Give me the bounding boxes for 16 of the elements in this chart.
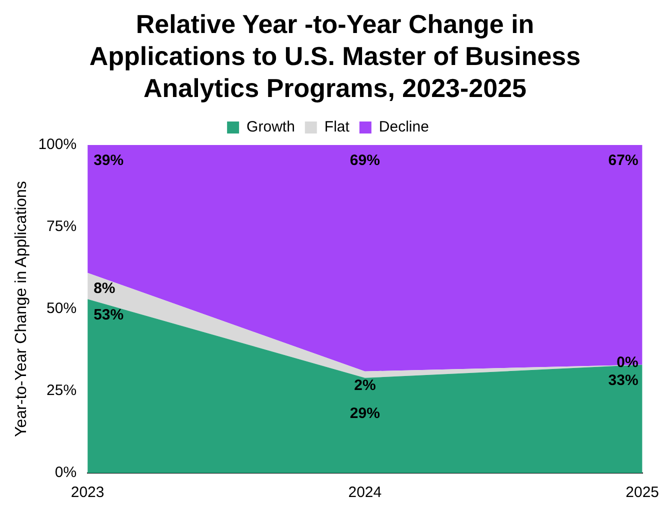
data-label: 2% (354, 377, 376, 394)
y-tick-label: 0% (54, 464, 77, 482)
legend-label: Flat (324, 118, 350, 136)
data-label: 29% (350, 405, 380, 422)
y-tick-label: 50% (46, 300, 77, 318)
y-tick-label: 75% (46, 218, 77, 236)
y-axis-title: Year-to-Year Change in Applications (13, 181, 30, 437)
chart-title: Relative Year -to-Year Change in Applications to U.S. Master of Business Analytics Programs, 2023-2025 (88, 8, 582, 104)
x-tick-label: 2024 (348, 484, 382, 502)
x-tick-label: 2025 (626, 484, 660, 502)
y-tick-label: 25% (46, 382, 77, 400)
legend-label: Growth (246, 118, 295, 136)
data-label: 33% (608, 372, 638, 389)
y-tick-label: 100% (38, 136, 77, 154)
x-tick-label: 2023 (70, 484, 104, 502)
legend-label: Decline (378, 118, 429, 136)
